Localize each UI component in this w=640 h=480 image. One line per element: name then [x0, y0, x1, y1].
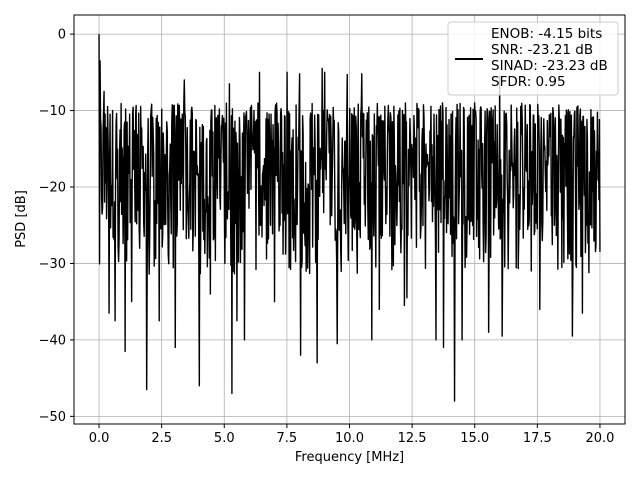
x-axis-ticks: 0.0 2.5 5.0 7.5 10.0 12.5 15.0 17.5 20.0: [89, 424, 614, 446]
legend: ENOB: -4.15 bits SNR: -23.21 dB SINAD: -…: [447, 21, 619, 96]
y-tick-label: −30: [39, 257, 66, 272]
legend-box: [447, 21, 619, 96]
x-tick-label: 10.0: [335, 431, 364, 446]
y-axis-title: PSD [dB]: [14, 190, 29, 248]
y-tick-label: 0: [58, 28, 66, 43]
legend-entry-sinad: SINAD: -23.23 dB: [491, 58, 608, 74]
legend-entry-enob: ENOB: -4.15 bits: [491, 26, 602, 42]
x-tick-label: 20.0: [585, 431, 614, 446]
y-tick-label: −50: [39, 410, 66, 425]
y-tick-label: −40: [39, 333, 66, 348]
x-tick-label: 7.5: [277, 431, 298, 446]
legend-entry-snr: SNR: -23.21 dB: [491, 42, 593, 58]
psd-trace: [98, 34, 601, 402]
x-tick-label: 12.5: [398, 431, 427, 446]
series-layer: [98, 34, 601, 402]
legend-entry-sfdr: SFDR: 0.95: [491, 74, 566, 90]
y-tick-label: −10: [39, 104, 66, 119]
x-tick-label: 5.0: [214, 431, 235, 446]
x-axis-title: Frequency [MHz]: [295, 450, 404, 465]
x-tick-label: 15.0: [460, 431, 489, 446]
x-tick-label: 17.5: [523, 431, 552, 446]
y-tick-label: −20: [39, 181, 66, 196]
x-tick-label: 2.5: [151, 431, 172, 446]
y-axis-ticks: 0 −10 −20 −30 −40 −50: [39, 28, 74, 425]
x-tick-label: 0.0: [89, 431, 110, 446]
